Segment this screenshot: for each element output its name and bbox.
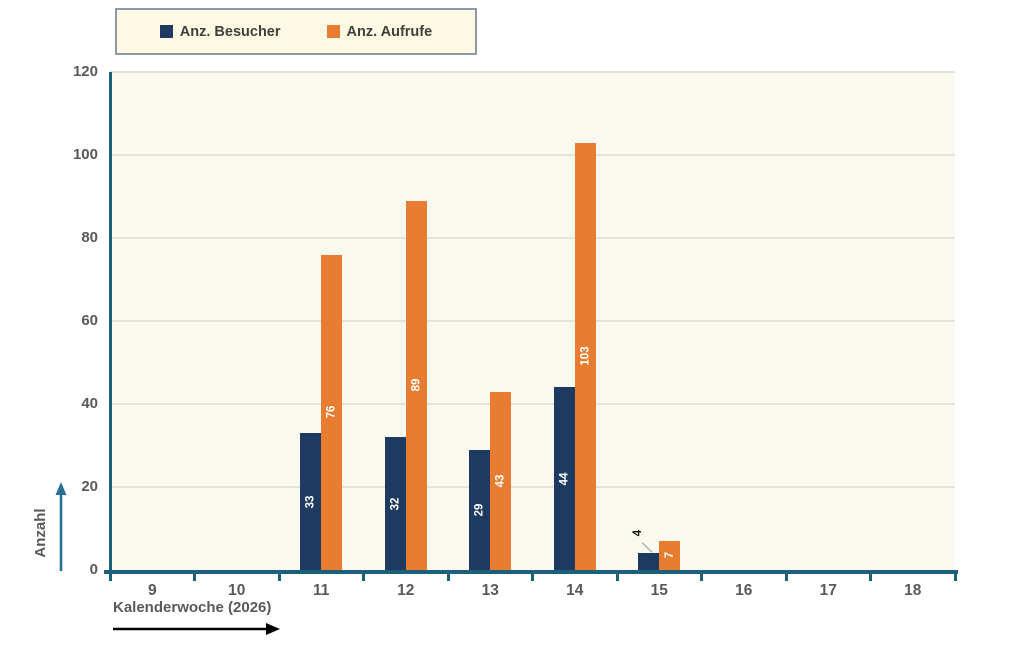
bar-value-label-besucher-15: 4	[628, 521, 648, 545]
bar-value-text: 43	[494, 474, 507, 488]
bar-besucher-11	[300, 433, 322, 570]
bar-value-text: 7	[663, 552, 676, 559]
bar-value-label-besucher-11: 33	[300, 433, 321, 570]
y-axis-arrow-up-icon	[55, 482, 67, 571]
x-tick-label-16: 16	[735, 582, 753, 599]
legend-item-besucher: Anz. Besucher	[159, 23, 281, 40]
x-tick-mark	[362, 570, 365, 581]
bar-value-text: 44	[558, 472, 571, 486]
x-tick-mark	[953, 570, 957, 581]
x-tick-mark	[615, 570, 619, 581]
bar-value-text: 89	[410, 378, 423, 392]
y-tick-label-100: 100	[72, 146, 98, 163]
legend-label-besucher: Anz. Besucher	[179, 23, 281, 40]
y-tick-label-120: 120	[72, 63, 98, 80]
x-tick-label-17: 17	[819, 582, 837, 599]
bar-value-label-aufrufe-15: 7	[659, 541, 680, 570]
x-tick-mark	[193, 570, 196, 581]
gridline-20	[110, 486, 955, 488]
bar-value-text: 29	[473, 503, 486, 517]
bar-value-label-aufrufe-12: 89	[406, 201, 427, 570]
bar-aufrufe-11	[321, 254, 343, 570]
bar-besucher-13	[469, 449, 491, 570]
x-tick-label-10: 10	[228, 582, 246, 599]
x-tick-label-11: 11	[313, 582, 330, 599]
bar-besucher-14	[553, 387, 575, 570]
x-axis-title: Kalenderwoche (2026)	[113, 599, 272, 616]
bar-value-text: 4	[632, 530, 645, 537]
y-tick-label-40: 40	[81, 395, 98, 412]
legend-label-aufrufe: Anz. Aufrufe	[346, 23, 433, 40]
bar-value-label-besucher-13: 29	[469, 450, 490, 570]
y-axis-line	[109, 72, 112, 578]
legend-item-aufrufe: Anz. Aufrufe	[326, 23, 433, 40]
bar-aufrufe-13	[490, 391, 512, 570]
gridline-100	[110, 154, 955, 156]
bar-value-label-aufrufe-13: 43	[490, 392, 511, 570]
x-tick-mark	[700, 570, 703, 581]
gridline-40	[110, 403, 955, 405]
x-tick-label-13: 13	[481, 582, 499, 599]
legend: Anz. Besucher Anz. Aufrufe	[115, 8, 477, 55]
legend-swatch-aufrufe-icon	[326, 25, 340, 38]
gridline-60	[110, 320, 955, 322]
x-tick-label-12: 12	[397, 582, 415, 599]
y-tick-label-60: 60	[81, 312, 98, 329]
x-tick-mark	[446, 570, 450, 581]
bar-value-label-besucher-12: 32	[385, 437, 406, 570]
bar-aufrufe-12	[405, 200, 427, 570]
bar-besucher-12	[384, 437, 406, 570]
x-tick-label-14: 14	[566, 582, 584, 599]
bar-besucher-15	[638, 553, 660, 570]
x-tick-mark	[869, 570, 872, 581]
x-tick-label-18: 18	[904, 582, 922, 599]
bar-value-label-besucher-14: 44	[554, 387, 575, 570]
bar-value-text: 103	[579, 346, 592, 366]
x-tick-mark	[277, 570, 281, 581]
bar-aufrufe-15	[659, 540, 681, 570]
x-axis-line	[104, 570, 958, 574]
legend-swatch-besucher-icon	[159, 25, 173, 38]
bar-value-label-aufrufe-14: 103	[575, 143, 596, 570]
bar-aufrufe-14	[574, 142, 596, 570]
x-tick-mark	[531, 570, 534, 581]
bar-value-label-aufrufe-11: 76	[321, 255, 342, 570]
y-tick-label-0: 0	[89, 561, 98, 578]
y-axis-title: Anzahl	[32, 508, 49, 558]
x-tick-label-15: 15	[650, 582, 668, 599]
x-tick-label-9: 9	[147, 582, 157, 599]
gridline-80	[110, 237, 955, 239]
bar-value-text: 32	[389, 497, 402, 510]
bar-value-text: 33	[304, 495, 317, 508]
y-tick-label-20: 20	[81, 478, 98, 495]
gridline-120	[110, 71, 955, 73]
y-tick-label-80: 80	[81, 229, 98, 246]
x-axis-arrow-right-icon	[113, 623, 280, 635]
bar-value-text: 76	[325, 405, 338, 419]
x-tick-mark	[784, 570, 788, 581]
